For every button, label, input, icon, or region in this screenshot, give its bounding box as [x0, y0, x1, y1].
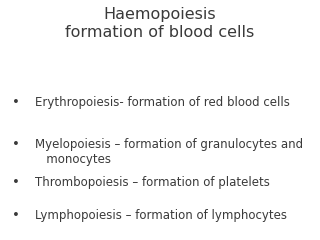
- Text: Haemopoiesis
formation of blood cells: Haemopoiesis formation of blood cells: [65, 7, 255, 40]
- Text: Thrombopoiesis – formation of platelets: Thrombopoiesis – formation of platelets: [35, 176, 270, 189]
- Text: •: •: [12, 138, 20, 151]
- Text: •: •: [12, 209, 20, 222]
- Text: •: •: [12, 96, 20, 109]
- Text: •: •: [12, 176, 20, 189]
- Text: Lymphopoiesis – formation of lymphocytes: Lymphopoiesis – formation of lymphocytes: [35, 209, 287, 222]
- Text: Myelopoiesis – formation of granulocytes and
   monocytes: Myelopoiesis – formation of granulocytes…: [35, 138, 303, 166]
- Text: Erythropoiesis- formation of red blood cells: Erythropoiesis- formation of red blood c…: [35, 96, 290, 109]
